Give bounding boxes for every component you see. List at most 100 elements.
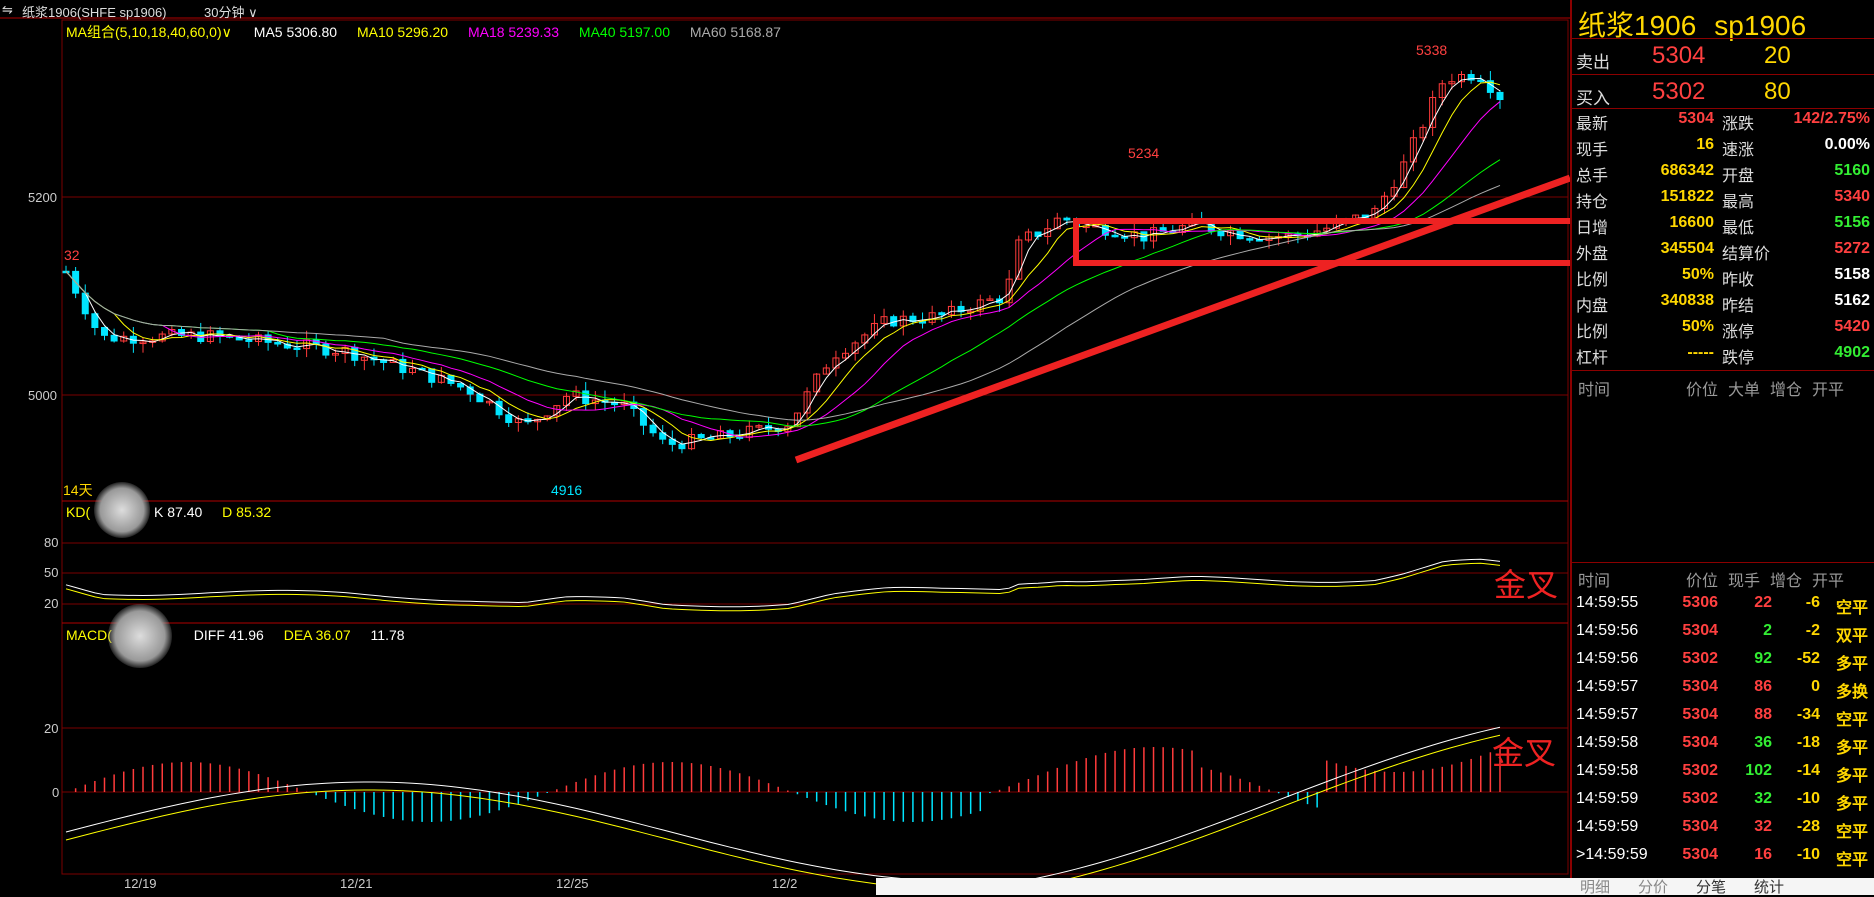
stat-value: 686342: [1660, 162, 1714, 179]
tick-row[interactable]: 14:59:57 5304 88 -34 空平: [1572, 702, 1874, 730]
tick-row[interactable]: 14:59:57 5304 86 0 多换: [1572, 674, 1874, 702]
candle: [1381, 195, 1389, 209]
ma18-line: [65, 101, 1501, 438]
stat-key: 结算价: [1722, 246, 1771, 263]
tick-price: 5302: [1682, 790, 1718, 807]
tick-row[interactable]: 14:59:58 5304 36 -18 多平: [1572, 730, 1874, 758]
ma10-line: [65, 81, 1501, 441]
candle: [1092, 224, 1100, 228]
column-header: 增仓: [1770, 382, 1803, 399]
candle: [755, 425, 763, 428]
stat-key: 速涨: [1722, 142, 1755, 159]
stat-key: 跌停: [1722, 350, 1755, 367]
tick-row[interactable]: >14:59:59 5304 16 -10 空平: [1572, 842, 1874, 870]
left-marker: 32: [64, 247, 80, 263]
candle: [697, 434, 705, 439]
golden-cross-annotation: 金叉: [1492, 734, 1557, 772]
tab-detail[interactable]: 明细: [1580, 879, 1611, 896]
ask-row[interactable]: 卖出 5304 20: [1572, 40, 1874, 74]
ask-volume: 20: [1764, 42, 1791, 69]
ma-combo-text: MA组合(5,10,18,40,60,0): [66, 24, 222, 40]
tick-oi-change: -10: [1796, 790, 1820, 807]
candle: [485, 400, 493, 404]
candle: [408, 367, 416, 374]
candle: [813, 373, 821, 393]
tab-price[interactable]: 分价: [1638, 879, 1669, 896]
candle: [822, 367, 830, 375]
tick-row[interactable]: 14:59:56 5302 92 -52 多平: [1572, 646, 1874, 674]
macd-label[interactable]: MACD(: [66, 627, 112, 643]
dea-line: [65, 734, 1501, 891]
stat-value: 5156: [1834, 214, 1870, 231]
tick-volume: 2: [1763, 622, 1772, 639]
candle: [986, 298, 994, 301]
d-line: [65, 562, 1501, 612]
quote-panel: 纸浆1906 sp1906 卖出 5304 20 买入 5302 80 最新 530…: [1570, 0, 1874, 895]
candle: [919, 321, 927, 324]
candle: [851, 342, 859, 354]
tick-volume: 102: [1745, 762, 1772, 779]
candle: [976, 299, 984, 312]
stat-key: 昨结: [1722, 298, 1755, 315]
stat-row: 外盘 345504: [1576, 240, 1714, 266]
tick-oi-change: 0: [1811, 678, 1820, 695]
tick-row[interactable]: 14:59:56 5304 2 -2 双平: [1572, 618, 1874, 646]
candle: [139, 341, 147, 345]
ma-combo-label[interactable]: MA组合(5,10,18,40,60,0)∨: [66, 24, 232, 40]
tick-oi-change: -2: [1805, 622, 1820, 639]
tick-price: 5302: [1682, 650, 1718, 667]
stat-key: 总手: [1576, 168, 1609, 185]
tick-row[interactable]: 14:59:55 5306 22 -6 空平: [1572, 590, 1874, 618]
bid-row[interactable]: 买入 5302 80: [1572, 76, 1874, 110]
stat-row: 最新 5304: [1576, 110, 1714, 136]
candle: [1448, 81, 1456, 85]
candle: [360, 356, 368, 361]
candle: [1005, 278, 1013, 304]
tick-type: 多换: [1835, 684, 1868, 701]
stat-key: 内盘: [1576, 298, 1609, 315]
tab-trades[interactable]: 分笔: [1696, 879, 1727, 896]
stat-value: 142/2.75%: [1793, 110, 1870, 127]
candle: [457, 382, 465, 388]
tick-type: 多平: [1835, 796, 1868, 813]
stat-value: 5158: [1834, 266, 1870, 283]
stat-value: 50%: [1681, 266, 1714, 283]
stat-row: 最低 5156: [1722, 214, 1870, 240]
k-value: K 87.40: [154, 504, 203, 520]
ask-label: 卖出: [1576, 53, 1610, 72]
candle: [1438, 83, 1446, 98]
candle: [428, 368, 436, 383]
days-label: 14天: [63, 482, 93, 498]
tick-row[interactable]: 14:59:58 5302 102 -14 多平: [1572, 758, 1874, 786]
trendline-annotation: [794, 174, 1570, 464]
candle: [245, 339, 253, 342]
column-header: 价位: [1686, 573, 1719, 590]
candle: [370, 356, 378, 361]
tick-row[interactable]: 14:59:59 5302 32 -10 多平: [1572, 786, 1874, 814]
k-line: [65, 558, 1501, 608]
candle: [1024, 231, 1032, 241]
kd-legend: KD( K 87.40 D 85.32: [66, 504, 287, 520]
period-selector[interactable]: 30分钟 ∨: [204, 2, 258, 21]
stat-row: 涨跌 142/2.75%: [1722, 110, 1870, 136]
tick-row[interactable]: 14:59:59 5304 32 -28 空平: [1572, 814, 1874, 842]
tick-volume: 16: [1754, 846, 1772, 863]
tick-volume: 32: [1754, 790, 1772, 807]
ma18-value: MA18 5239.33: [467, 24, 560, 40]
date-label: 12/2: [772, 876, 798, 891]
stat-value: 345504: [1660, 240, 1714, 257]
chart-canvas[interactable]: [0, 0, 1570, 895]
tick-price: 5304: [1682, 706, 1718, 723]
back-icon[interactable]: ⇋: [2, 2, 13, 17]
stat-row: 持仓 151822: [1576, 188, 1714, 214]
tab-stats[interactable]: 统计: [1754, 879, 1785, 896]
diff-value: DIFF 41.96: [193, 627, 264, 643]
stat-value: 5160: [1834, 162, 1870, 179]
candle: [206, 330, 214, 343]
tick-time: >14:59:59: [1576, 846, 1648, 863]
kd-label[interactable]: KD(: [66, 504, 91, 520]
candle: [293, 347, 301, 351]
tick-time: 14:59:58: [1576, 734, 1639, 751]
candle: [274, 341, 282, 345]
tick-type: 多平: [1835, 768, 1868, 785]
